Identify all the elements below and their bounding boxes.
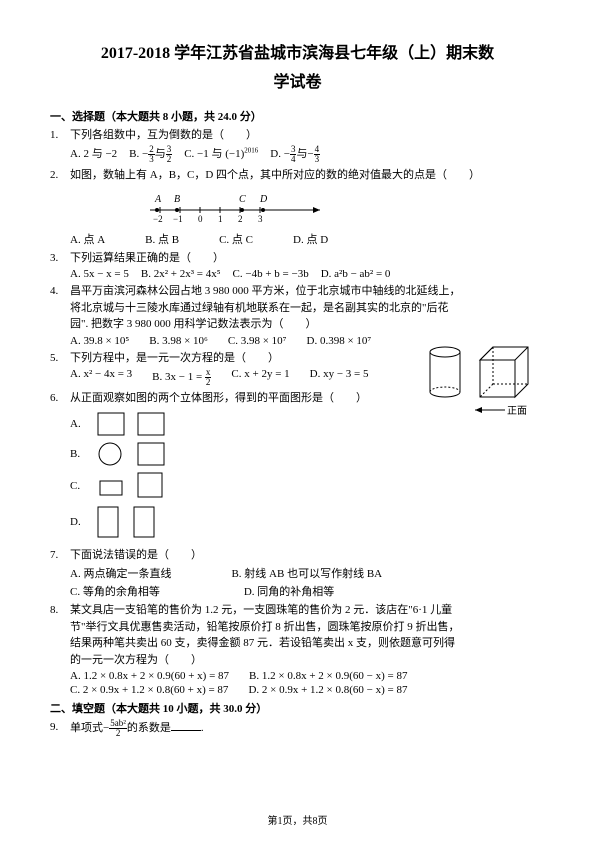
svg-text:0: 0 bbox=[198, 214, 203, 224]
svg-text:C: C bbox=[239, 194, 246, 205]
q8-options-row1: A. 1.2 × 0.8x + 2 × 0.9(60 + x) = 87 B. … bbox=[70, 670, 545, 682]
question-number: 9. bbox=[50, 719, 70, 738]
q6-option-d: D. bbox=[70, 505, 545, 539]
question-number: 2. bbox=[50, 167, 70, 184]
question-text: 某文具店一支铅笔的售价为 1.2 元，一支圆珠笔的售价为 2 元．该店在"6·1… bbox=[70, 602, 545, 668]
front-label: 正面 bbox=[507, 406, 527, 417]
question-1: 1. 下列各组数中，互为倒数的是（ ） bbox=[50, 127, 545, 144]
option-b: B. −23与32 bbox=[129, 145, 172, 164]
question-number: 7. bbox=[50, 547, 70, 564]
svg-text:1: 1 bbox=[218, 214, 223, 224]
option-d: D. 2 × 0.9x + 1.2 × 0.8(60 − x) = 87 bbox=[248, 684, 407, 696]
option-c: C. −1 与 (−1)2016 bbox=[184, 145, 258, 164]
option-c: C. −4b + b = −3b bbox=[233, 268, 309, 280]
option-c: C. 等角的余角相等 bbox=[70, 583, 160, 599]
question-7: 7. 下面说法错误的是（ ） bbox=[50, 547, 545, 564]
option-d: D. 点 D bbox=[293, 231, 328, 247]
svg-text:3: 3 bbox=[258, 214, 263, 224]
section-1-heading: 一、选择题（本大题共 8 小题，共 24.0 分） bbox=[50, 108, 545, 124]
option-b: B. 2x² + 2x³ = 4x⁵ bbox=[141, 268, 221, 280]
question-number: 5. bbox=[50, 350, 70, 367]
question-number: 3. bbox=[50, 250, 70, 267]
q2-options: A. 点 A B. 点 B C. 点 C D. 点 D bbox=[70, 231, 545, 247]
option-d: D. −34与−43 bbox=[270, 145, 320, 164]
title-line-1: 2017-2018 学年江苏省盐城市滨海县七年级（上）期末数 bbox=[50, 40, 545, 69]
question-text: 单项式−5ab²2的系数是. bbox=[70, 719, 545, 738]
q7-options-row2: C. 等角的余角相等 D. 同角的补角相等 bbox=[70, 583, 545, 599]
question-number: 6. bbox=[50, 390, 70, 407]
option-a: A. 点 A bbox=[70, 231, 105, 247]
question-text: 下列运算结果正确的是（ ） bbox=[70, 250, 545, 267]
option-b: B. 射线 AB 也可以写作射线 BA bbox=[231, 565, 382, 581]
option-a: A. 两点确定一条直线 bbox=[70, 565, 171, 581]
q8-options-row2: C. 2 × 0.9x + 1.2 × 0.8(60 + x) = 87 D. … bbox=[70, 684, 545, 696]
section-2-heading: 二、填空题（本大题共 10 小题，共 30.0 分） bbox=[50, 700, 545, 716]
option-d: D. xy − 3 = 5 bbox=[310, 368, 369, 387]
option-a: A. 2 与 −2 bbox=[70, 145, 117, 164]
question-text: 昌平万亩滨河森林公园占地 3 980 000 平方米，位于北京城市中轴线的北延线… bbox=[70, 283, 545, 333]
option-d: D. a²b − ab² = 0 bbox=[321, 268, 391, 280]
option-b: B. 1.2 × 0.8x + 2 × 0.9(60 − x) = 87 bbox=[249, 670, 407, 682]
fill-blank bbox=[171, 720, 201, 731]
question-4: 4. 昌平万亩滨河森林公园占地 3 980 000 平方米，位于北京城市中轴线的… bbox=[50, 283, 545, 333]
option-c: C. 3.98 × 10⁷ bbox=[228, 335, 287, 347]
option-d: D. 0.398 × 10⁷ bbox=[307, 335, 372, 347]
option-a: A. 39.8 × 10⁵ bbox=[70, 335, 129, 347]
svg-text:D: D bbox=[259, 194, 268, 205]
option-d: D. 同角的补角相等 bbox=[244, 583, 334, 599]
q6-option-c: C. bbox=[70, 471, 545, 501]
option-b: B. 3.98 × 10⁶ bbox=[149, 335, 208, 347]
question-2: 2. 如图，数轴上有 A，B，C，D 四个点，其中所对应的数的绝对值最大的点是（… bbox=[50, 167, 545, 184]
question-text: 如图，数轴上有 A，B，C，D 四个点，其中所对应的数的绝对值最大的点是（ ） bbox=[70, 167, 545, 184]
q3-options: A. 5x − x = 5 B. 2x² + 2x³ = 4x⁵ C. −4b … bbox=[70, 268, 545, 280]
option-b: B. 点 B bbox=[145, 231, 179, 247]
question-9: 9. 单项式−5ab²2的系数是. bbox=[50, 719, 545, 738]
svg-text:−2: −2 bbox=[153, 214, 163, 224]
option-c: C. 点 C bbox=[219, 231, 253, 247]
question-text: 下面说法错误的是（ ） bbox=[70, 547, 545, 564]
option-a: A. x² − 4x = 3 bbox=[70, 368, 132, 387]
page-footer: 第1页，共8页 bbox=[0, 812, 595, 827]
question-3: 3. 下列运算结果正确的是（ ） bbox=[50, 250, 545, 267]
option-c: C. 2 × 0.9x + 1.2 × 0.8(60 + x) = 87 bbox=[70, 684, 228, 696]
question-number: 8. bbox=[50, 602, 70, 668]
page-title: 2017-2018 学年江苏省盐城市滨海县七年级（上）期末数 学试卷 bbox=[50, 40, 545, 98]
option-b: B. 3x − 1 = x2 bbox=[152, 368, 211, 387]
title-line-2: 学试卷 bbox=[50, 69, 545, 98]
question-number: 1. bbox=[50, 127, 70, 144]
q6-option-b: B. bbox=[70, 441, 545, 467]
question-text: 下列各组数中，互为倒数的是（ ） bbox=[70, 127, 545, 144]
svg-text:B: B bbox=[174, 194, 180, 205]
question-8: 8. 某文具店一支铅笔的售价为 1.2 元，一支圆珠笔的售价为 2 元．该店在"… bbox=[50, 602, 545, 668]
option-a: A. 5x − x = 5 bbox=[70, 268, 129, 280]
q1-options: A. 2 与 −2 B. −23与32 C. −1 与 (−1)2016 D. … bbox=[70, 145, 545, 164]
svg-text:A: A bbox=[154, 194, 162, 205]
option-a: A. 1.2 × 0.8x + 2 × 0.9(60 + x) = 87 bbox=[70, 670, 229, 682]
number-line-diagram: A B C D −2 −1 0 1 2 3 bbox=[150, 188, 545, 229]
svg-text:−1: −1 bbox=[173, 214, 183, 224]
svg-text:2: 2 bbox=[238, 214, 243, 224]
option-c: C. x + 2y = 1 bbox=[231, 368, 289, 387]
q7-options-row1: A. 两点确定一条直线 B. 射线 AB 也可以写作射线 BA bbox=[70, 565, 545, 581]
question-number: 4. bbox=[50, 283, 70, 333]
solid-figures: 正面 bbox=[425, 342, 540, 427]
